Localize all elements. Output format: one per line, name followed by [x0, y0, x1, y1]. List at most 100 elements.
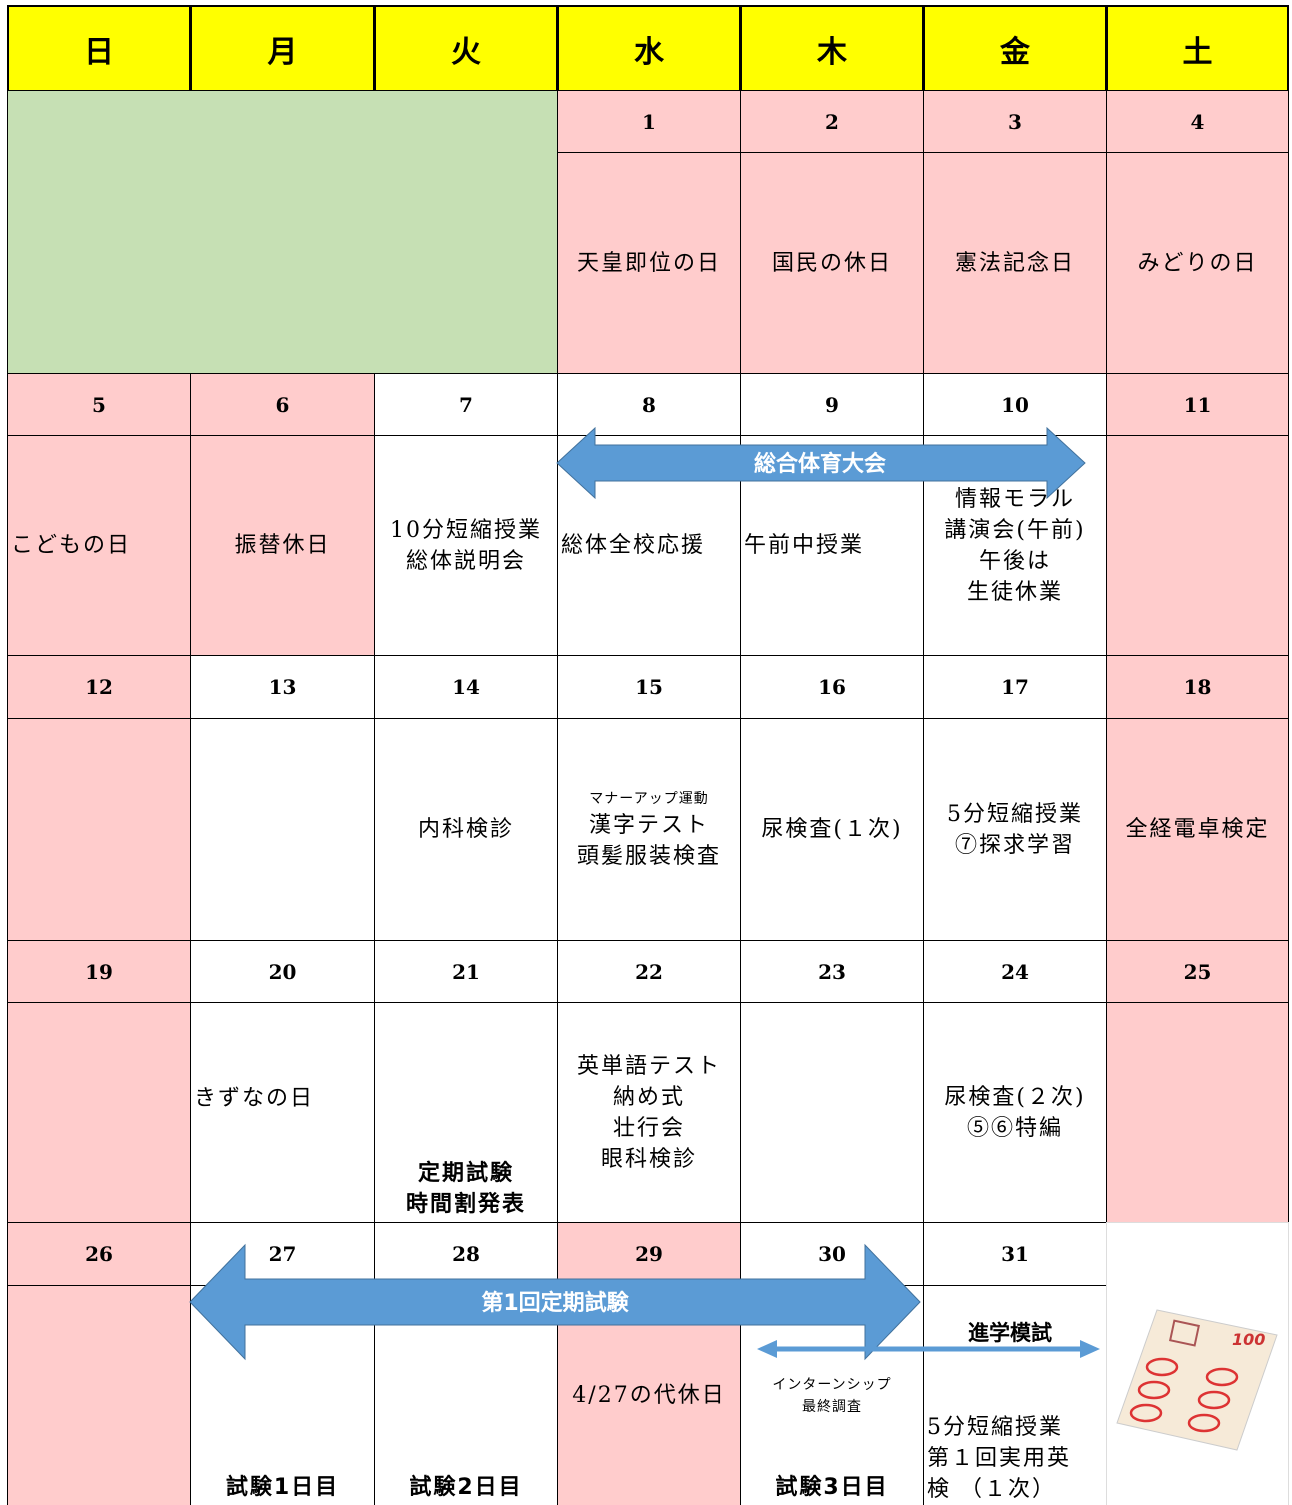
event-cell: 内科検診	[374, 718, 558, 941]
event-text: ⑤⑥特編	[966, 1115, 1063, 1141]
date-number: 5	[92, 392, 106, 417]
date-cell: 21	[374, 940, 558, 1003]
event-note-small: インターンシップ	[772, 1376, 892, 1393]
date-cell: 23	[740, 940, 924, 1003]
event-note-small: 最終調査	[802, 1398, 862, 1415]
date-cell: 24	[923, 940, 1107, 1003]
date-number: 30	[818, 1242, 846, 1266]
event-bold-line: 定期試験	[417, 1161, 514, 1186]
event-cell: 振替休日	[190, 435, 375, 656]
event-cell: 5分短縮授業 第１回実用英検 （１次）	[923, 1285, 1107, 1505]
date-cell: 28	[374, 1222, 558, 1286]
date-cell: 2	[740, 90, 924, 153]
date-cell: 20	[190, 940, 375, 1003]
event-text: 総体全校応援	[561, 533, 706, 558]
event-cell	[740, 1002, 924, 1223]
date-number: 2	[825, 109, 839, 134]
event-text: 4/27の代休日	[572, 1383, 726, 1408]
event-cell	[190, 718, 375, 941]
event-cell: 10分短縮授業 総体説明会	[374, 435, 558, 656]
day-header: 水	[557, 5, 741, 92]
event-text: 内科検診	[417, 817, 514, 842]
date-number: 10	[1001, 392, 1029, 417]
event-text: 国民の休日	[771, 250, 892, 276]
date-number: 15	[635, 675, 663, 699]
span-arrow	[189, 1243, 921, 1361]
date-number: 12	[85, 675, 113, 699]
date-cell: 16	[740, 655, 924, 719]
date-number: 24	[1001, 959, 1029, 984]
event-text: 憲法記念日	[954, 250, 1075, 276]
event-text: 午後は	[978, 548, 1051, 574]
event-text: 午前中授業	[744, 533, 865, 558]
date-number: 31	[1001, 1242, 1029, 1266]
event-bold-line: 試験3日目	[775, 1475, 889, 1500]
event-cell: 尿検査(１次)	[740, 718, 924, 941]
event-bold-line: 試験1日目	[225, 1475, 340, 1500]
date-cell: 4	[1106, 90, 1289, 153]
date-number: 6	[275, 392, 290, 417]
arrow-label: 第1回定期試験	[481, 1290, 629, 1316]
event-bold: 試験3日目	[741, 1472, 923, 1503]
date-cell: 10	[923, 373, 1107, 436]
day-header: 金	[923, 5, 1107, 92]
event-bold-line: 時間割発表	[405, 1192, 526, 1217]
date-cell: 26	[7, 1222, 191, 1286]
date-cell: 5	[7, 373, 191, 436]
event-cell: 国民の休日	[740, 152, 924, 374]
arrow-label: 進学模試	[968, 1321, 1052, 1345]
arrow-label: 総合体育大会	[754, 451, 886, 477]
event-text: 納め式	[612, 1084, 685, 1110]
date-cell: 19	[7, 940, 191, 1003]
event-text: 尿検査(２次)	[944, 1084, 1086, 1110]
day-name: 水	[634, 34, 664, 70]
date-cell: 31	[923, 1222, 1107, 1286]
date-number: 26	[85, 1242, 113, 1266]
event-text: 5分短縮授業	[947, 801, 1083, 827]
event-text: 第１回実用英	[927, 1446, 1072, 1471]
day-header: 土	[1106, 5, 1289, 92]
event-text: 頭髪服装検査	[576, 843, 721, 869]
day-name: 火	[451, 34, 481, 70]
event-cell	[7, 1002, 191, 1223]
event-cell	[7, 718, 191, 941]
event-text: 5分短縮授業	[927, 1415, 1063, 1440]
date-cell: 1	[557, 90, 741, 153]
date-number: 28	[452, 1242, 480, 1266]
event-text: 講演会(午前)	[944, 517, 1086, 543]
date-cell: 14	[374, 655, 558, 719]
event-cell: 尿検査(２次) ⑤⑥特編	[923, 1002, 1107, 1223]
date-number: 25	[1183, 959, 1212, 984]
blank-block	[7, 90, 558, 374]
date-number: 11	[1183, 392, 1212, 417]
span-arrow	[757, 1340, 1100, 1358]
event-text: 生徒休業	[966, 579, 1063, 605]
date-number: 19	[85, 959, 113, 984]
event-bold: 試験2日目	[375, 1472, 557, 1503]
date-cell: 22	[557, 940, 741, 1003]
event-text: 尿検査(１次)	[761, 817, 903, 842]
date-number: 18	[1183, 675, 1212, 699]
date-number: 27	[268, 1242, 297, 1266]
date-number: 13	[268, 675, 297, 699]
date-number: 23	[818, 959, 846, 984]
date-number: 20	[268, 959, 297, 984]
event-cell: 5分短縮授業 ⑦探求学習	[923, 718, 1107, 941]
day-name: 土	[1182, 34, 1213, 70]
event-cell	[1106, 1002, 1289, 1223]
event-cell: きずなの日	[190, 1002, 375, 1223]
date-cell: 6	[190, 373, 375, 436]
event-text: 漢字テスト	[588, 812, 709, 838]
date-number: 9	[825, 392, 839, 417]
event-note-small: マナーアップ運動	[589, 790, 709, 807]
day-name: 金	[1000, 34, 1030, 70]
event-bold: 試験1日目	[191, 1472, 374, 1503]
event-cell: 英単語テスト 納め式 壮行会 眼科検診	[557, 1002, 741, 1223]
date-cell: 9	[740, 373, 924, 436]
event-cell	[1106, 435, 1289, 656]
date-number: 16	[818, 675, 846, 699]
event-text: みどりの日	[1137, 250, 1258, 276]
date-number: 21	[452, 959, 480, 984]
date-number: 1	[642, 109, 656, 134]
event-text: 検 （１次）	[927, 1477, 1056, 1502]
